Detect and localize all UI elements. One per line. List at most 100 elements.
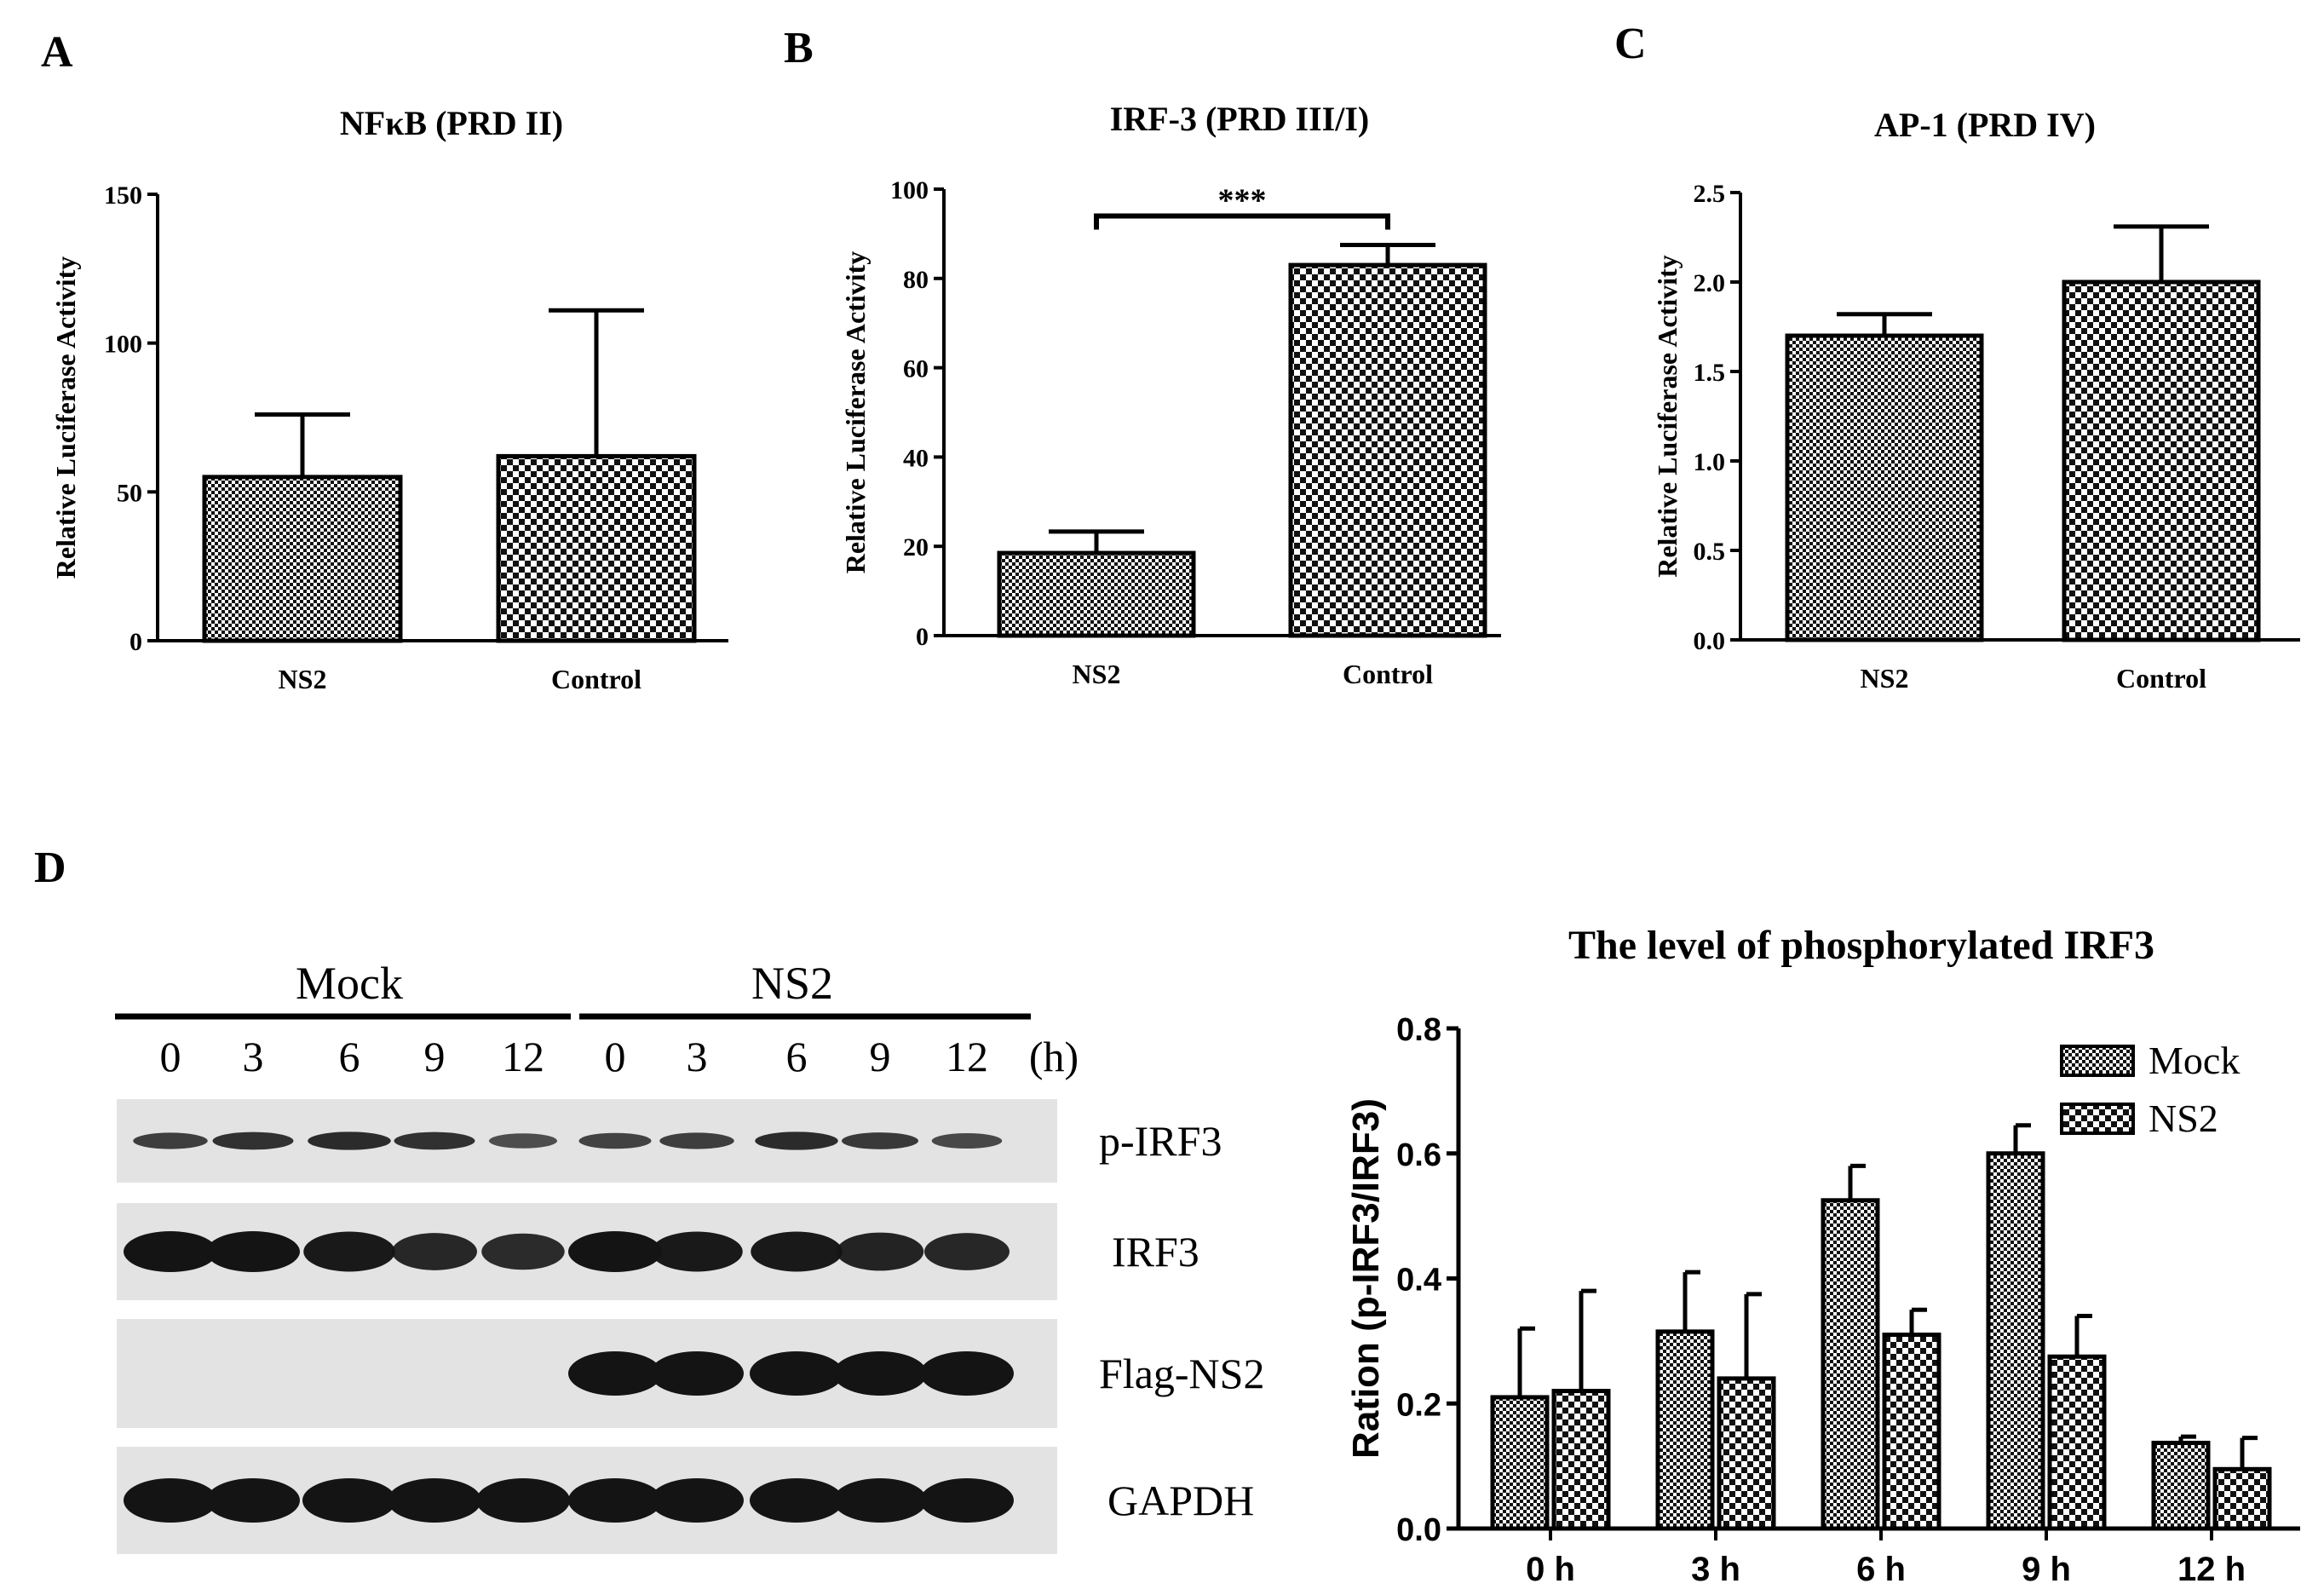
y-tick-label: 0 — [916, 623, 929, 651]
y-tick-label: 50 — [117, 479, 142, 507]
panel-label-c: C — [1614, 20, 1647, 68]
y-tick-label: 60 — [903, 355, 929, 383]
blot-row-irf3: IRF3 — [117, 1203, 1199, 1300]
blot-band — [568, 1351, 662, 1396]
blot-band — [303, 1231, 395, 1272]
bar-ns2 — [2047, 1354, 2107, 1531]
blot-band — [931, 1132, 1003, 1149]
blot-band — [476, 1478, 570, 1523]
bar-mock — [1821, 1198, 1880, 1531]
blot-timepoint: 6 — [339, 1033, 360, 1080]
y-tick-label: 40 — [903, 444, 929, 472]
blot-band — [481, 1233, 565, 1270]
bar-ns2 — [2212, 1466, 2272, 1531]
bar — [496, 453, 697, 643]
bar-mock — [1655, 1329, 1715, 1531]
blot-rows: p-IRF3 IRF3 Flag-NS2 GAPDH — [117, 1099, 1264, 1554]
y-tick-label: 150 — [104, 181, 142, 210]
x-tick-label: NS2 — [1861, 663, 1909, 694]
panel-label-a: A — [41, 28, 73, 77]
y-tick-label: 0.2 — [1396, 1387, 1441, 1423]
bar-mock — [1490, 1395, 1550, 1531]
y-tick-label: 1.5 — [1694, 359, 1726, 387]
y-tick-label: 0 — [129, 628, 142, 656]
chart-ap1: AP-1 (PRD IV) Relative Luciferase Activit… — [1652, 106, 2300, 694]
blot-timepoint: 12 — [946, 1033, 988, 1080]
blot-band — [302, 1478, 396, 1523]
bar-ns2 — [1717, 1376, 1776, 1531]
bar-mock — [1986, 1151, 2045, 1531]
blot-band — [308, 1131, 391, 1150]
panel-label-b: B — [784, 24, 814, 72]
blot-timepoint: 12 — [502, 1033, 544, 1080]
x-tick-label: 0 h — [1526, 1551, 1575, 1588]
blot-timepoint: 6 — [786, 1033, 808, 1080]
blot-band — [750, 1351, 843, 1396]
blot-timepoint: 9 — [870, 1033, 891, 1080]
x-tick-label: 3 h — [1691, 1551, 1740, 1588]
blot-band — [133, 1132, 208, 1149]
western-blot: Mock NS2 0 3 6 9 12 0 3 6 9 12 (h) p-IRF3 IRF3 Flag… — [115, 958, 1264, 1554]
y-tick-label: 100 — [890, 176, 929, 204]
blot-band — [212, 1131, 294, 1150]
x-tick-label: 6 h — [1856, 1551, 1906, 1588]
blot-band — [124, 1478, 217, 1523]
blot-band — [751, 1231, 843, 1272]
bar — [2062, 279, 2261, 642]
x-tick-label: Control — [2116, 663, 2206, 694]
blot-timepoint: 3 — [243, 1033, 264, 1080]
legend-label-ns2: NS2 — [2149, 1097, 2218, 1140]
blot-band — [659, 1132, 734, 1149]
bar — [1288, 262, 1487, 638]
blot-band — [836, 1232, 924, 1271]
blot-band — [489, 1133, 557, 1149]
bar-mock — [2151, 1440, 2211, 1531]
y-tick-label: 80 — [903, 266, 929, 294]
x-tick-label: 9 h — [2022, 1551, 2071, 1588]
bar-ns2 — [1882, 1333, 1941, 1531]
blot-band — [206, 1231, 300, 1272]
x-tick-label: NS2 — [1073, 659, 1121, 689]
chart-title: The level of phosphorylated IRF3 — [1568, 923, 2154, 968]
bar — [202, 475, 403, 643]
blot-row-label: Flag-NS2 — [1099, 1350, 1264, 1397]
blot-row-label: GAPDH — [1107, 1477, 1254, 1524]
blot-band — [833, 1478, 927, 1523]
blot-band — [650, 1351, 744, 1396]
blot-timepoint: 0 — [160, 1033, 181, 1080]
legend-label-mock: Mock — [2149, 1039, 2240, 1082]
y-tick-label: 1.0 — [1694, 448, 1726, 476]
blot-band — [124, 1231, 217, 1272]
y-tick-label: 2.0 — [1694, 269, 1726, 297]
blot-band — [392, 1233, 477, 1270]
y-axis-label: Relative Luciferase Activity — [50, 256, 81, 579]
bar — [997, 550, 1196, 638]
bar — [1785, 333, 1984, 642]
y-tick-label: 0.0 — [1396, 1512, 1441, 1548]
legend-swatch-ns2 — [2060, 1103, 2135, 1135]
blot-time-unit: (h) — [1029, 1033, 1079, 1080]
blot-band — [920, 1478, 1014, 1523]
legend-swatch-mock — [2060, 1045, 2135, 1077]
blot-timepoint: 0 — [605, 1033, 626, 1080]
blot-row-label: IRF3 — [1112, 1228, 1199, 1275]
significance-bracket — [1094, 213, 1390, 230]
blot-band — [750, 1478, 843, 1523]
significance-label: *** — [1218, 182, 1267, 218]
blot-timepoints: 0 3 6 9 12 0 3 6 9 12 — [160, 1033, 989, 1080]
blot-band — [568, 1478, 662, 1523]
panel-label-d: D — [34, 844, 66, 892]
chart-title: IRF-3 (PRD III/I) — [1110, 100, 1369, 138]
chart-nfkb: NFκB (PRD II) Relative Luciferase Activit… — [50, 104, 728, 694]
x-tick-label: Control — [551, 664, 641, 694]
blot-row-label: p-IRF3 — [1099, 1117, 1222, 1165]
blot-group-ns2: NS2 — [751, 958, 833, 1009]
x-tick-label: 12 h — [2177, 1551, 2246, 1588]
blot-band — [578, 1132, 652, 1149]
y-tick-label: 0.0 — [1694, 627, 1726, 655]
blot-band — [651, 1231, 743, 1272]
blot-row-flag-ns2: Flag-NS2 — [117, 1319, 1264, 1428]
y-tick-label: 100 — [104, 331, 142, 359]
y-tick-label: 0.5 — [1694, 538, 1726, 566]
chart-title: AP-1 (PRD IV) — [1874, 106, 2096, 144]
